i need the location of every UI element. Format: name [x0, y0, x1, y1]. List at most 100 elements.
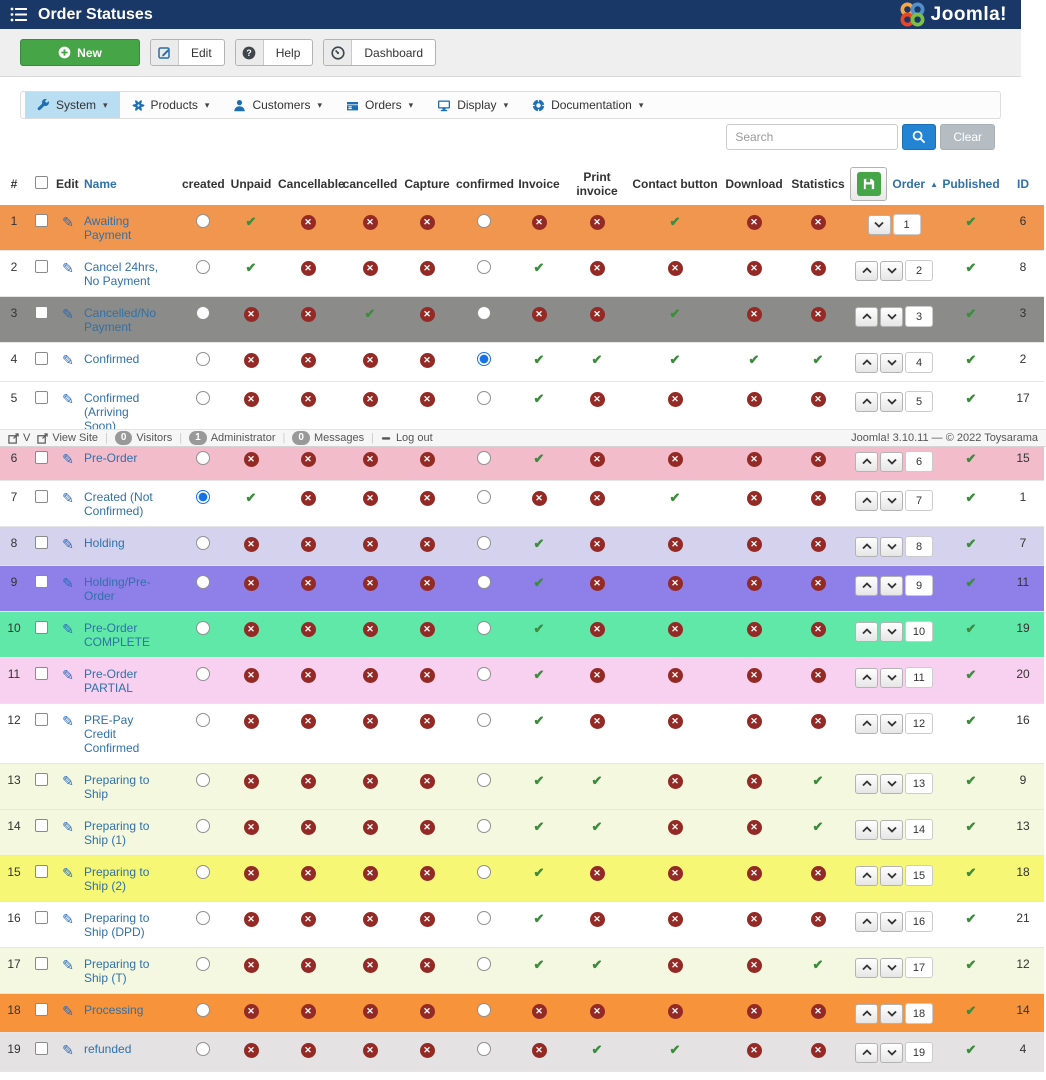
cross-icon[interactable]: ✕ [243, 714, 259, 729]
cross-icon[interactable]: ✕ [419, 668, 435, 683]
check-icon[interactable]: ✔ [965, 536, 977, 551]
cross-icon[interactable]: ✕ [810, 576, 826, 591]
order-input[interactable] [905, 713, 933, 734]
order-down-button[interactable] [880, 1003, 903, 1024]
cross-icon[interactable]: ✕ [419, 576, 435, 591]
search-input[interactable] [726, 124, 899, 150]
cross-icon[interactable]: ✕ [243, 958, 259, 973]
cross-icon[interactable]: ✕ [810, 668, 826, 683]
row-checkbox[interactable] [34, 911, 48, 924]
cross-icon[interactable]: ✕ [243, 392, 259, 407]
cross-icon[interactable]: ✕ [243, 866, 259, 881]
order-up-button[interactable] [855, 260, 878, 281]
order-down-button[interactable] [880, 352, 903, 373]
check-icon[interactable]: ✔ [591, 352, 603, 367]
order-down-button[interactable] [880, 451, 903, 472]
confirmed-radio[interactable] [477, 911, 491, 925]
cross-icon[interactable]: ✕ [810, 307, 826, 322]
dashboard-button[interactable]: Dashboard [323, 39, 437, 66]
cross-icon[interactable]: ✕ [419, 714, 435, 729]
cross-icon[interactable]: ✕ [362, 714, 378, 729]
cross-icon[interactable]: ✕ [419, 866, 435, 881]
cross-icon[interactable]: ✕ [667, 820, 683, 835]
order-down-button[interactable] [880, 306, 903, 327]
order-down-button[interactable] [880, 260, 903, 281]
cross-icon[interactable]: ✕ [589, 392, 605, 407]
check-icon[interactable]: ✔ [669, 214, 681, 229]
cross-icon[interactable]: ✕ [746, 774, 762, 789]
cross-icon[interactable]: ✕ [589, 668, 605, 683]
cross-icon[interactable]: ✕ [531, 307, 547, 322]
status-name-link[interactable]: Preparing to Ship (T) [84, 957, 150, 985]
cross-icon[interactable]: ✕ [419, 307, 435, 322]
cross-icon[interactable]: ✕ [243, 353, 259, 368]
cross-icon[interactable]: ✕ [589, 307, 605, 322]
cross-icon[interactable]: ✕ [362, 622, 378, 637]
check-icon[interactable]: ✔ [965, 911, 977, 926]
cross-icon[interactable]: ✕ [746, 1043, 762, 1058]
check-icon[interactable]: ✔ [965, 957, 977, 972]
confirmed-radio[interactable] [477, 667, 491, 681]
created-radio[interactable] [196, 260, 210, 274]
created-radio[interactable] [196, 621, 210, 635]
status-name-link[interactable]: Cancelled/No Payment [84, 306, 157, 334]
cross-icon[interactable]: ✕ [746, 261, 762, 276]
edit-pencil-icon[interactable]: ✎ [62, 957, 74, 973]
check-icon[interactable]: ✔ [669, 1042, 681, 1057]
row-checkbox[interactable] [34, 621, 48, 634]
status-name-link[interactable]: Awaiting Payment [84, 214, 132, 242]
order-down-button[interactable] [880, 865, 903, 886]
cross-icon[interactable]: ✕ [300, 820, 316, 835]
check-icon[interactable]: ✔ [669, 490, 681, 505]
row-checkbox[interactable] [34, 451, 48, 464]
cross-icon[interactable]: ✕ [746, 820, 762, 835]
cross-icon[interactable]: ✕ [419, 537, 435, 552]
order-up-button[interactable] [855, 667, 878, 688]
cross-icon[interactable]: ✕ [362, 958, 378, 973]
check-icon[interactable]: ✔ [591, 819, 603, 834]
confirmed-radio[interactable] [477, 214, 491, 228]
sort-by-order-link[interactable]: Order [892, 177, 926, 191]
cross-icon[interactable]: ✕ [746, 622, 762, 637]
cross-icon[interactable]: ✕ [667, 866, 683, 881]
cross-icon[interactable]: ✕ [362, 1004, 378, 1019]
cross-icon[interactable]: ✕ [746, 537, 762, 552]
save-order-button[interactable] [850, 167, 888, 201]
check-icon[interactable]: ✔ [533, 911, 545, 926]
cross-icon[interactable]: ✕ [419, 452, 435, 467]
cross-icon[interactable]: ✕ [243, 820, 259, 835]
cross-icon[interactable]: ✕ [419, 774, 435, 789]
cross-icon[interactable]: ✕ [746, 392, 762, 407]
edit-pencil-icon[interactable]: ✎ [62, 536, 74, 552]
cross-icon[interactable]: ✕ [243, 912, 259, 927]
cross-icon[interactable]: ✕ [589, 714, 605, 729]
select-all-checkbox[interactable] [34, 176, 48, 189]
row-checkbox[interactable] [34, 819, 48, 832]
created-radio[interactable] [196, 865, 210, 879]
check-icon[interactable]: ✔ [965, 306, 977, 321]
cross-icon[interactable]: ✕ [243, 622, 259, 637]
edit-pencil-icon[interactable]: ✎ [62, 306, 74, 322]
cross-icon[interactable]: ✕ [667, 392, 683, 407]
created-radio[interactable] [196, 1003, 210, 1017]
confirmed-radio[interactable] [477, 451, 491, 465]
cross-icon[interactable]: ✕ [362, 1043, 378, 1058]
cross-icon[interactable]: ✕ [243, 668, 259, 683]
check-icon[interactable]: ✔ [965, 773, 977, 788]
row-checkbox[interactable] [34, 260, 48, 273]
confirmed-radio[interactable] [477, 306, 491, 320]
cross-icon[interactable]: ✕ [667, 261, 683, 276]
confirmed-radio[interactable] [477, 957, 491, 971]
created-radio[interactable] [196, 819, 210, 833]
cross-icon[interactable]: ✕ [419, 392, 435, 407]
check-icon[interactable]: ✔ [533, 621, 545, 636]
sort-by-published-link[interactable]: Published [942, 177, 1000, 191]
help-button[interactable]: ? Help [234, 39, 314, 66]
cross-icon[interactable]: ✕ [362, 576, 378, 591]
order-down-button[interactable] [880, 819, 903, 840]
check-icon[interactable]: ✔ [812, 352, 824, 367]
check-icon[interactable]: ✔ [965, 391, 977, 406]
check-icon[interactable]: ✔ [533, 819, 545, 834]
cross-icon[interactable]: ✕ [810, 866, 826, 881]
cross-icon[interactable]: ✕ [589, 537, 605, 552]
